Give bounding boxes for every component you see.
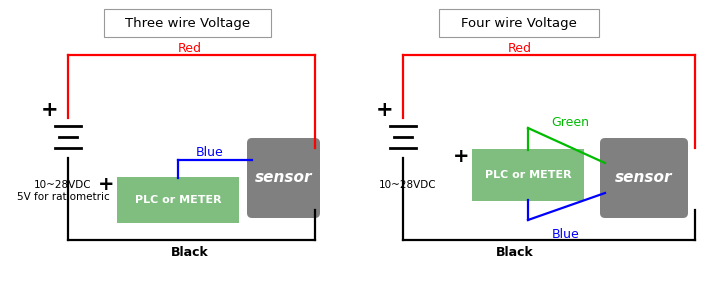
Text: Black: Black xyxy=(496,245,534,259)
Text: +: + xyxy=(41,100,58,120)
Text: +: + xyxy=(376,100,394,120)
Text: Green: Green xyxy=(551,117,589,129)
Text: PLC or METER: PLC or METER xyxy=(135,195,221,205)
Text: Blue: Blue xyxy=(196,146,224,160)
Text: Black: Black xyxy=(171,245,209,259)
FancyBboxPatch shape xyxy=(600,138,688,218)
Text: sensor: sensor xyxy=(615,170,673,185)
FancyBboxPatch shape xyxy=(472,149,584,201)
Text: Red: Red xyxy=(508,42,532,55)
FancyBboxPatch shape xyxy=(104,9,271,37)
FancyBboxPatch shape xyxy=(247,138,320,218)
Text: +: + xyxy=(453,146,469,166)
FancyBboxPatch shape xyxy=(117,177,239,223)
FancyBboxPatch shape xyxy=(439,9,599,37)
Text: +: + xyxy=(98,174,114,193)
Text: PLC or METER: PLC or METER xyxy=(485,170,571,180)
Text: Red: Red xyxy=(178,42,202,55)
Text: 10~28VDC
5V for ratiometric: 10~28VDC 5V for ratiometric xyxy=(16,180,109,201)
Text: Blue: Blue xyxy=(552,228,580,241)
Text: sensor: sensor xyxy=(255,170,312,185)
Text: 10~28VDC: 10~28VDC xyxy=(379,180,437,190)
Text: Three wire Voltage: Three wire Voltage xyxy=(125,16,250,30)
Text: Four wire Voltage: Four wire Voltage xyxy=(461,16,577,30)
